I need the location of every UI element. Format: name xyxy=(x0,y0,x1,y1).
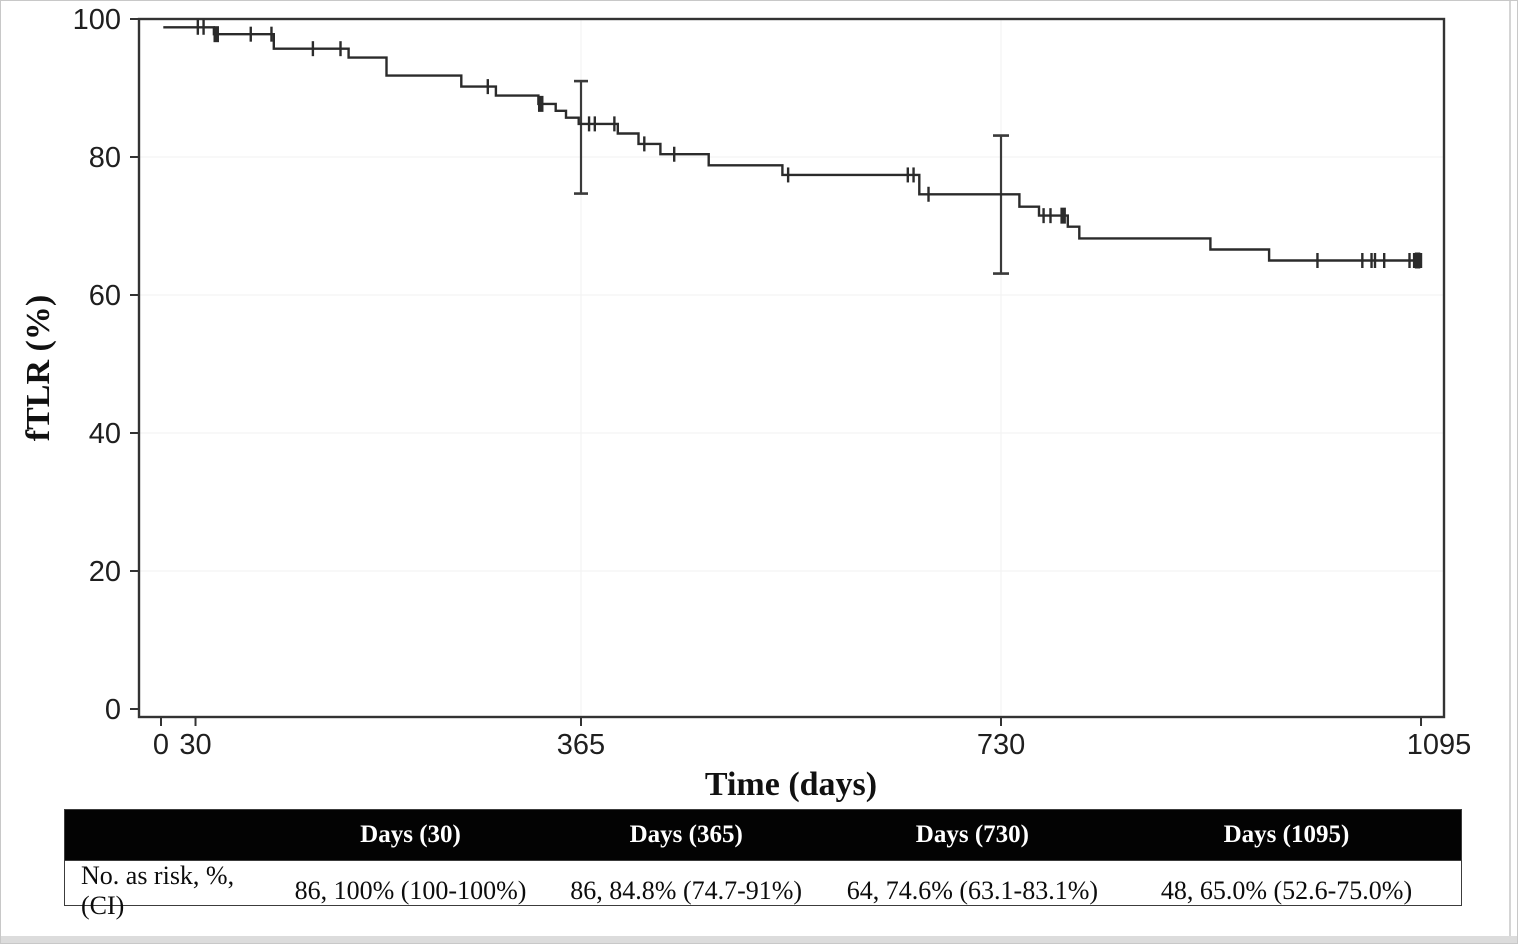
risk-table-header-days-365: Days (365) xyxy=(629,821,743,848)
risk-value-1095: 48, 65.0% (52.6-75.0%) xyxy=(1160,876,1413,905)
km-plot: 0 20 40 60 80 100 0 30 365 730 1095 Time (days) fT… xyxy=(1,1,1517,811)
y-tick-label: 40 xyxy=(89,418,121,450)
x-axis-title: Time (days) xyxy=(705,766,877,803)
y-axis-title: fTLR (%) xyxy=(20,295,57,441)
km-plot-svg: 0 20 40 60 80 100 0 30 365 730 1095 Time (days) fT… xyxy=(20,4,1472,803)
risk-table-row-label: No. as risk, %, (CI) xyxy=(81,861,235,920)
x-tick-label: 30 xyxy=(179,729,211,761)
x-tick-label: 730 xyxy=(977,729,1025,761)
x-tick-label: 365 xyxy=(557,729,605,761)
risk-table-header-days-1095: Days (1095) xyxy=(1223,821,1350,848)
risk-table-header-days-30: Days (30) xyxy=(360,821,461,848)
risk-table-header-row: Days (30) Days (365) Days (730) Days (10… xyxy=(65,810,1461,860)
risk-table-header-days-730: Days (730) xyxy=(915,821,1029,848)
window-right-edge xyxy=(1509,1,1511,943)
km-curve xyxy=(163,26,1421,262)
y-tick-label: 20 xyxy=(89,556,121,588)
risk-table: Days (30) Days (365) Days (730) Days (10… xyxy=(64,809,1462,920)
risk-value-30: 86, 100% (100-100%) xyxy=(294,876,527,905)
y-tick-label: 60 xyxy=(89,280,121,312)
y-tick-label: 0 xyxy=(105,694,121,726)
risk-value-365: 86, 84.8% (74.7-91%) xyxy=(570,876,803,905)
x-tick-label: 1095 xyxy=(1407,729,1472,761)
risk-value-730: 64, 74.6% (63.1-83.1%) xyxy=(846,876,1099,905)
risk-table-data-row: No. as risk, %, (CI) 86, 100% (100-100%)… xyxy=(65,860,1461,920)
y-tick-label: 80 xyxy=(89,142,121,174)
plot-frame xyxy=(137,17,1446,719)
chart-layer: 0 20 40 60 80 100 0 30 365 730 1095 xyxy=(73,4,1472,761)
y-tick-label: 100 xyxy=(73,4,121,36)
window-bottom-edge xyxy=(1,936,1517,943)
x-tick-label: 0 xyxy=(153,729,169,761)
